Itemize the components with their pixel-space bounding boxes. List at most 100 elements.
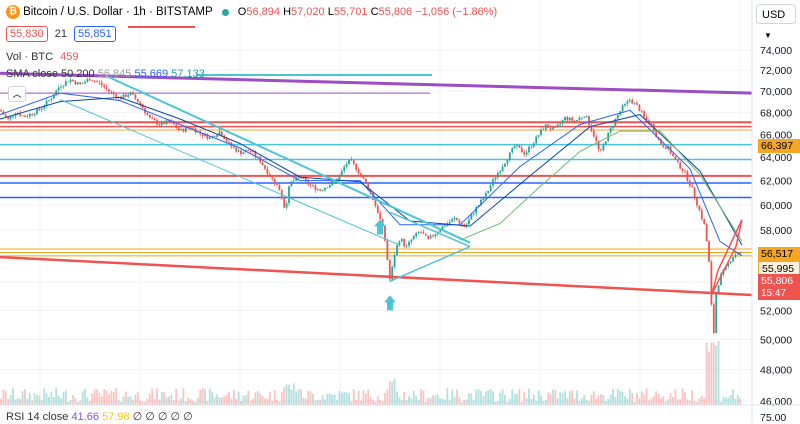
volume-bar xyxy=(201,388,204,405)
volume-bar xyxy=(727,397,730,405)
buy-button[interactable]: 55,851 xyxy=(74,26,116,42)
candle-body xyxy=(720,273,722,286)
volume-bars xyxy=(0,340,742,405)
volume-bar xyxy=(124,391,127,405)
candle-body xyxy=(674,156,677,160)
sma-legend[interactable]: SMA close 50 200 56,845 55,669 57,133 xyxy=(6,67,205,81)
volume-bar xyxy=(268,391,271,405)
volume-bar xyxy=(432,395,434,405)
volume-bar xyxy=(62,392,65,405)
candle-body xyxy=(340,171,343,176)
volume-legend[interactable]: Vol · BTC 459 xyxy=(6,50,79,64)
candle-body xyxy=(309,184,312,186)
candle-body xyxy=(388,260,391,280)
volume-bar xyxy=(523,392,526,405)
candle-body xyxy=(319,189,322,191)
volume-bar xyxy=(184,401,187,405)
volume-bar xyxy=(372,399,374,405)
volume-bar xyxy=(552,389,554,405)
rsi-legend[interactable]: RSI 14 close 41.66 57.98 ∅ ∅ ∅ ∅ ∅ xyxy=(6,410,193,424)
volume-bar xyxy=(693,401,696,405)
volume-bar xyxy=(516,393,518,405)
candle-body xyxy=(31,113,34,116)
volume-bar xyxy=(576,390,578,405)
volume-bar xyxy=(79,400,82,405)
candle-body xyxy=(379,212,382,219)
volume-bar xyxy=(403,392,406,405)
vol-label: Vol · BTC xyxy=(6,51,54,63)
candle-body xyxy=(499,171,502,173)
volume-bar xyxy=(316,399,319,405)
currency-select[interactable]: USD ▼ xyxy=(756,4,796,40)
price-tag-66397: 66,397 xyxy=(758,139,800,153)
volume-bar xyxy=(81,391,84,405)
volume-bar xyxy=(708,351,710,405)
volume-bar xyxy=(129,396,132,405)
volume-bar xyxy=(16,398,19,405)
candle-body xyxy=(712,304,715,333)
volume-bar xyxy=(664,401,667,405)
volume-bar xyxy=(504,394,506,405)
candle-body xyxy=(50,98,53,101)
volume-bar xyxy=(616,389,619,405)
volume-bar xyxy=(475,389,478,405)
volume-bar xyxy=(38,395,41,405)
candle-body xyxy=(7,116,10,120)
candle-body xyxy=(350,159,353,161)
volume-bar xyxy=(74,397,77,405)
volume-bar xyxy=(386,389,389,405)
sell-button[interactable]: 55,830 xyxy=(6,26,48,42)
candle-body xyxy=(81,83,84,85)
candle-body xyxy=(496,172,499,178)
candle-body xyxy=(398,241,401,246)
candle-body xyxy=(739,252,742,254)
candle-body xyxy=(597,140,600,150)
volume-bar xyxy=(259,393,262,405)
volume-bar xyxy=(417,399,420,405)
volume-bar xyxy=(33,392,36,405)
volume-bar xyxy=(554,390,557,405)
volume-bar xyxy=(710,342,713,405)
volume-bar xyxy=(600,394,602,405)
candle-body xyxy=(352,160,355,164)
candle-body xyxy=(153,118,156,121)
volume-bar xyxy=(540,395,542,405)
candle-body xyxy=(4,114,7,117)
candle-body xyxy=(434,233,437,237)
volume-bar xyxy=(660,398,662,405)
volume-bar xyxy=(24,389,26,405)
candle-body xyxy=(268,174,271,177)
volume-bar xyxy=(393,378,396,405)
volume-bar xyxy=(720,401,722,405)
candle-body xyxy=(364,178,367,184)
volume-bar xyxy=(177,400,180,405)
volume-bar xyxy=(398,397,401,405)
candle-body xyxy=(660,139,662,145)
y-tick-label: 50,000 xyxy=(760,334,792,346)
candle-body xyxy=(220,131,223,136)
candle-body xyxy=(288,186,290,204)
volume-bar xyxy=(628,389,631,405)
candle-body xyxy=(532,143,535,147)
candle-body xyxy=(108,89,110,92)
volume-bar xyxy=(638,398,641,405)
volume-bar xyxy=(468,393,470,405)
candle-body xyxy=(0,110,2,112)
volume-bar xyxy=(225,394,228,405)
volume-bar xyxy=(285,384,288,405)
candle-body xyxy=(240,150,242,155)
candle-body xyxy=(26,116,29,118)
candle-body xyxy=(595,136,598,141)
collapse-legend-button[interactable]: ︿ xyxy=(8,86,26,102)
spread-value: 21 xyxy=(54,28,67,40)
symbol-header[interactable]: ₿ Bitcoin / U.S. Dollar · 1h · BITSTAMP … xyxy=(6,5,497,20)
candle-body xyxy=(484,193,487,199)
candle-body xyxy=(182,128,185,132)
candle-body xyxy=(417,231,420,233)
volume-bar xyxy=(537,390,540,405)
candle-body xyxy=(110,91,113,93)
volume-bar xyxy=(266,398,269,405)
candle-body xyxy=(290,181,293,187)
volume-bar xyxy=(480,390,482,405)
